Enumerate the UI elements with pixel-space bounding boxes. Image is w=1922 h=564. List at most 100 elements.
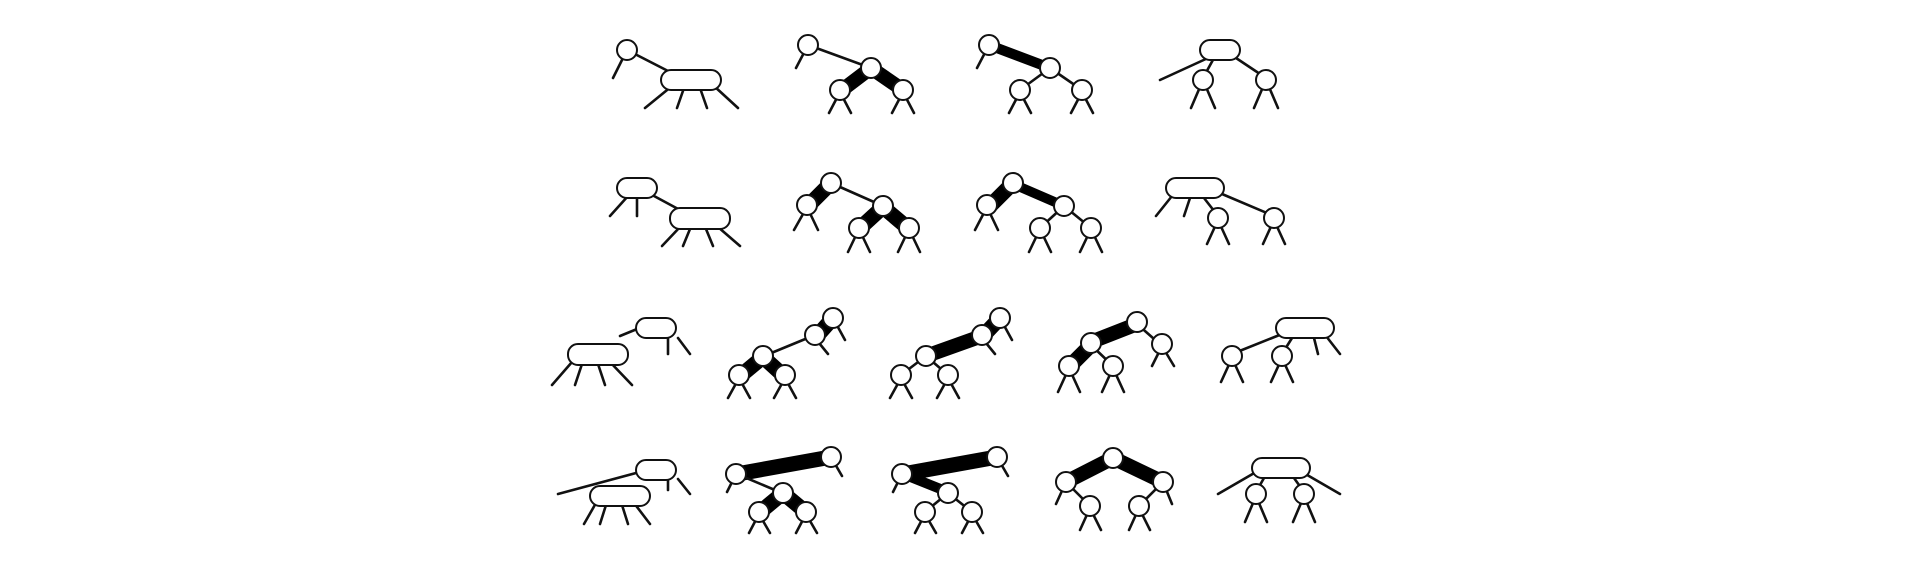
node-pair [661,70,721,90]
node [775,365,795,385]
diagram-r3-c2 [728,308,845,398]
node [873,196,893,216]
edge [584,503,596,524]
node [849,218,869,238]
node [1208,208,1228,228]
node [821,173,841,193]
node-pair [568,344,628,365]
node [1103,448,1123,468]
node [1081,333,1101,353]
node [1056,472,1076,492]
diagram-r2-c1 [610,178,740,246]
diagram-r4-c3 [892,447,1008,533]
node [990,308,1010,328]
node [972,325,992,345]
node [1222,346,1242,366]
edge [575,364,582,385]
node [987,447,1007,467]
red-link [736,450,832,481]
node [1127,312,1147,332]
edge [600,505,606,524]
node-pair [636,318,676,338]
node [1272,346,1292,366]
node [1103,356,1123,376]
node [1264,208,1284,228]
node [729,365,749,385]
node [726,464,746,484]
edge [678,479,690,494]
node [1080,496,1100,516]
node [1129,496,1149,516]
node [821,447,841,467]
node [1152,334,1172,354]
node [892,464,912,484]
edge [706,229,713,246]
node-pair [1200,40,1240,60]
edge [1184,198,1190,216]
edge [1314,338,1318,354]
node [915,502,935,522]
node [797,195,817,215]
diagram-r3-c1 [552,318,690,385]
diagram-r2-c4 [1156,178,1285,244]
diagram-r4-c5 [1218,458,1340,522]
edge [552,362,572,385]
node [823,308,843,328]
diagram-r2-c2 [794,173,920,252]
node [1081,218,1101,238]
node [749,502,769,522]
edge [662,227,680,246]
diagram-r2-c3 [975,173,1102,252]
node [861,58,881,78]
node [893,80,913,100]
edge [1326,336,1340,354]
diagram-r3-c5 [1221,318,1340,382]
node-pair [1166,178,1224,198]
node [979,35,999,55]
node-pair [590,486,650,506]
node [798,35,818,55]
node [938,483,958,503]
node [916,346,936,366]
node [1256,70,1276,90]
diagram-r1-c3 [977,35,1093,113]
diagram-r4-c2 [726,447,842,533]
node [962,502,982,522]
node [1246,484,1266,504]
node [1030,218,1050,238]
diagram-r1-c1 [613,40,738,108]
edge [598,364,605,385]
node [1003,173,1023,193]
edge [1156,196,1172,216]
diagram-r1-c4 [1160,40,1278,108]
node [938,365,958,385]
node [891,365,911,385]
node-pair [670,208,730,229]
node [796,502,816,522]
diagram-r3-c3 [890,308,1012,398]
node [617,40,637,60]
diagram-r4-c1 [558,460,690,524]
node [805,325,825,345]
node [899,218,919,238]
edge [714,86,738,108]
node [773,483,793,503]
node [1294,484,1314,504]
edge [622,505,628,524]
edge [610,196,628,216]
node [1054,196,1074,216]
node-pair [617,178,657,198]
node [753,346,773,366]
node [1010,80,1030,100]
node [1040,58,1060,78]
node [977,195,997,215]
node [1193,70,1213,90]
node [1059,356,1079,376]
diagram-r4-c4 [1056,448,1173,530]
edge [678,338,690,354]
node [830,80,850,100]
node [1072,80,1092,100]
node [1153,472,1173,492]
diagram-r3-c4 [1058,312,1174,392]
